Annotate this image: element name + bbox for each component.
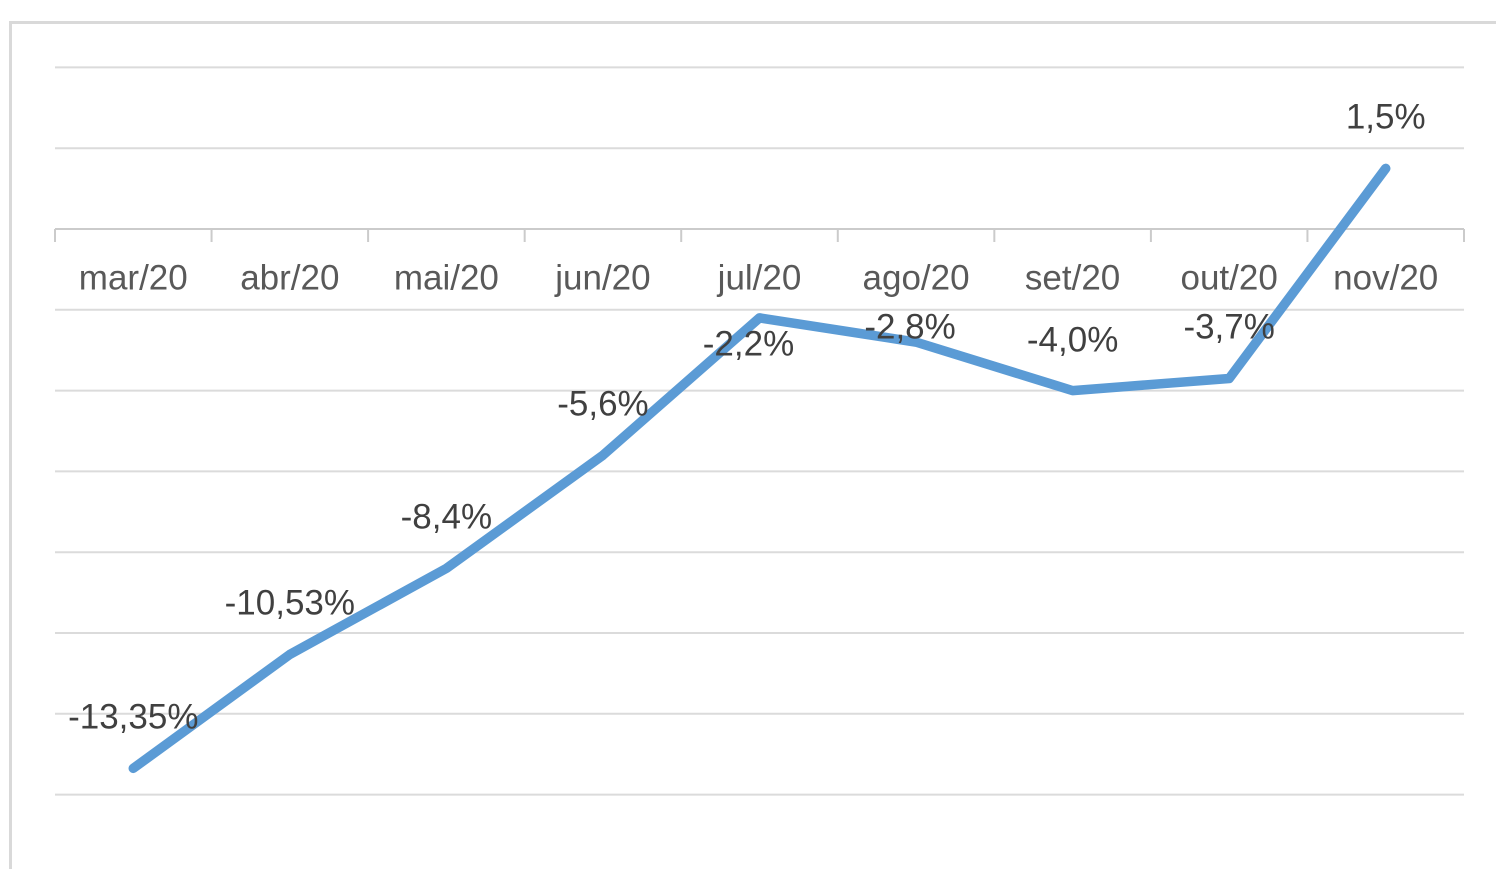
data-point-label: -2,8% xyxy=(864,307,956,347)
data-point-label: -3,7% xyxy=(1183,307,1275,347)
x-axis-label: jun/20 xyxy=(555,258,651,298)
chart-frame-border xyxy=(9,21,1496,869)
data-point-label: -10,53% xyxy=(224,583,356,623)
data-point-label: -8,4% xyxy=(400,497,493,537)
x-axis-label: ago/20 xyxy=(862,258,970,298)
data-point-label: -4,0% xyxy=(1026,320,1119,360)
data-point-label: -2,2% xyxy=(702,324,795,364)
data-series-line xyxy=(128,163,1391,774)
x-axis-label: mai/20 xyxy=(393,258,499,298)
data-point-label: 1,5% xyxy=(1345,97,1426,137)
data-point-label: -13,35% xyxy=(68,697,199,737)
x-axis-label: nov/20 xyxy=(1333,258,1439,298)
data-point-label: -5,6% xyxy=(557,384,649,424)
x-axis-label: out/20 xyxy=(1180,258,1278,298)
x-axis-label: set/20 xyxy=(1024,258,1121,298)
x-axis-label: mar/20 xyxy=(78,258,188,298)
x-axis-label: jul/20 xyxy=(717,258,802,298)
x-axis-label: abr/20 xyxy=(240,258,340,298)
